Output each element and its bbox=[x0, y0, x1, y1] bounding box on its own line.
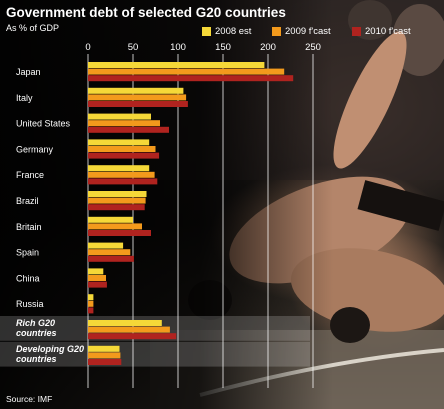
bar bbox=[88, 87, 184, 94]
bar bbox=[88, 268, 104, 275]
x-tick-label: 50 bbox=[128, 42, 139, 53]
bar bbox=[88, 300, 94, 307]
category-label: China bbox=[16, 273, 40, 283]
legend-label-2008: 2008 est bbox=[215, 26, 252, 37]
category-label: Italy bbox=[16, 93, 33, 103]
bar bbox=[88, 171, 155, 178]
category-label: Britain bbox=[16, 222, 42, 232]
x-tick-label: 200 bbox=[260, 42, 276, 53]
bar bbox=[88, 191, 147, 197]
bar bbox=[88, 216, 133, 223]
category-label: Developing G20 countries bbox=[16, 344, 84, 364]
bar bbox=[88, 281, 107, 288]
bar bbox=[88, 178, 158, 185]
legend-item-2010: 2010 f'cast bbox=[352, 26, 411, 37]
x-tick-label: 150 bbox=[215, 42, 231, 53]
bar bbox=[88, 359, 122, 365]
bar bbox=[88, 120, 160, 127]
legend-label-2010: 2010 f'cast bbox=[365, 26, 411, 37]
bar bbox=[88, 275, 106, 281]
category-label: Rich G20 countries bbox=[16, 318, 57, 338]
bar bbox=[88, 230, 151, 236]
legend-swatch-2008 bbox=[202, 27, 211, 36]
highlight-band bbox=[0, 341, 310, 367]
bar bbox=[88, 307, 94, 314]
bar bbox=[88, 320, 162, 326]
bar bbox=[88, 75, 294, 82]
legend-item-2009: 2009 f'cast bbox=[272, 26, 331, 37]
category-label: United States bbox=[16, 119, 71, 129]
bar bbox=[88, 94, 187, 101]
bar bbox=[88, 101, 188, 107]
bar bbox=[88, 68, 285, 75]
legend-swatch-2010 bbox=[352, 27, 361, 36]
category-label: Japan bbox=[16, 67, 41, 77]
category-label: Spain bbox=[16, 248, 39, 258]
bar bbox=[88, 352, 121, 359]
bar bbox=[88, 204, 145, 211]
bar bbox=[88, 249, 131, 256]
x-tick-label: 0 bbox=[85, 42, 90, 53]
bar bbox=[88, 333, 177, 340]
legend-swatch-2009 bbox=[272, 27, 281, 36]
bar bbox=[88, 197, 146, 204]
bar bbox=[88, 139, 150, 146]
bar bbox=[88, 165, 150, 172]
bar bbox=[88, 62, 265, 68]
category-label: Russia bbox=[16, 299, 44, 309]
bar bbox=[88, 345, 120, 352]
chart-title: Government debt of selected G20 countrie… bbox=[6, 5, 286, 20]
bar bbox=[88, 113, 151, 120]
legend-label-2009: 2009 f'cast bbox=[285, 26, 331, 37]
bar bbox=[88, 326, 170, 333]
category-label: Germany bbox=[16, 144, 54, 154]
category-label: France bbox=[16, 170, 44, 180]
bar bbox=[88, 294, 94, 301]
bar bbox=[88, 126, 169, 133]
chart-source: Source: IMF bbox=[6, 394, 53, 404]
x-tick-label: 250 bbox=[305, 42, 321, 53]
bar bbox=[88, 223, 142, 230]
bar bbox=[88, 255, 134, 262]
bar bbox=[88, 146, 156, 152]
legend-item-2008: 2008 est bbox=[202, 26, 251, 37]
category-label: Brazil bbox=[16, 196, 39, 206]
chart-subtitle: As % of GDP bbox=[6, 23, 60, 33]
x-tick-label: 100 bbox=[170, 42, 186, 53]
bar bbox=[88, 242, 124, 249]
bar bbox=[88, 152, 160, 159]
